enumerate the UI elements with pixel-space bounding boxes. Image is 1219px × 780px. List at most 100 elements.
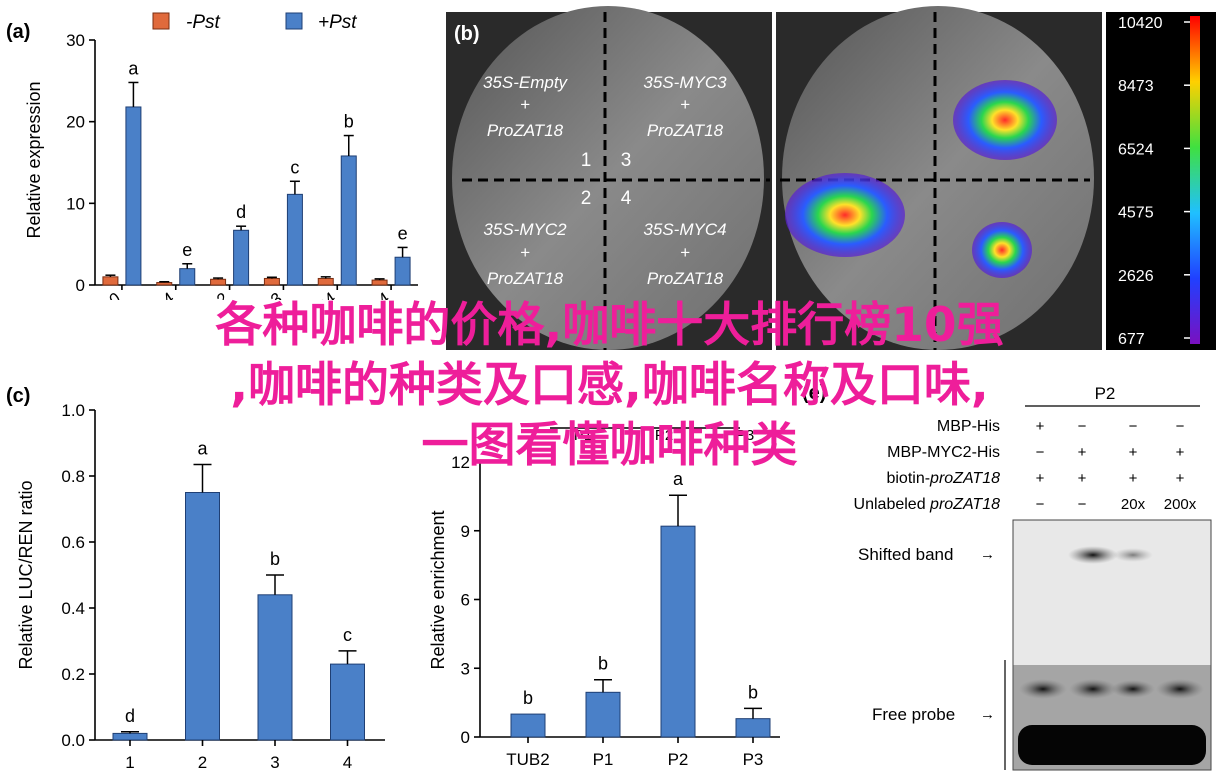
quadrant-2-line3: ProZAT18 [487,269,564,288]
promoter-label: P1 [574,427,592,444]
emsa-row-label: biotin-proZAT18 [886,470,1000,487]
x-tick-label: 3 [270,753,279,772]
significance-letter: c [290,157,299,177]
y-tick-label: 0.4 [61,599,85,618]
significance-letter: e [398,223,408,243]
shifted-band-arrow: → [980,546,995,563]
y-tick-label: 0.8 [61,467,85,486]
quadrant-1-line3: ProZAT18 [487,121,564,140]
color-scale-ticks: 10420 8473 6524 4575 2626 677 [1118,15,1190,348]
quadrant-number-3: 3 [621,150,632,171]
bar [735,718,771,738]
significance-letter: a [128,58,139,78]
color-scale-label: 6524 [1118,141,1154,158]
y-tick-label: 0.2 [61,665,85,684]
significance-letter: a [197,438,208,458]
quadrant-number-2: 2 [581,188,592,209]
emsa-row-label: MBP-MYC2-His [887,444,1000,461]
y-tick-label: 20 [66,113,85,132]
shifted-band-label: Shifted band [858,545,953,564]
legend-label-minus-pst: -Pst [186,12,221,33]
promoter-label: P2 [655,427,673,444]
emsa-cell: − [1036,496,1045,513]
bar [286,193,303,286]
legend: -Pst +Pst [152,12,357,33]
significance-letter: d [125,706,135,726]
free-probe-dark-band [1018,725,1206,765]
x-ticks: TUB2 P1 P2 P3 [506,737,763,769]
shifted-band-lane2 [1068,546,1118,564]
emsa-row-label-text: MBP-His [937,418,1000,435]
y-tick-label: 9 [461,522,470,541]
chart-d: Relative enrichment P1 P2 P3 0 3 6 9 12 b b a b T… [428,427,780,769]
emsa-cell: − [1129,418,1138,435]
bar [660,525,696,738]
bar [340,155,357,286]
free-probe-label: Free probe [872,705,955,724]
quadrant-1-line1: 35S-Empty [483,73,569,92]
x-tick-label: Col-0 [83,289,126,300]
significance-letter: e [182,240,192,260]
legend-label-plus-pst: +Pst [318,12,357,33]
luminescence-spot-4 [972,222,1032,278]
significance-letter: b [344,112,354,132]
axes: 0 10 20 30 [66,31,418,295]
x-ticks: 1 2 3 4 [125,740,352,772]
bars: d a b c [112,438,365,741]
emsa-cell: + [1036,418,1045,435]
significance-letter: a [673,469,684,489]
bar [185,492,220,741]
x-tick-label: myc3 [244,289,287,300]
promoter-label: P3 [736,427,754,444]
shifted-band-lane3 [1113,548,1153,562]
emsa-row-label: Unlabeled proZAT18 [854,496,1001,513]
y-tick-label: 3 [461,659,470,678]
legend-swatch-minus-pst [152,12,170,30]
emsa-panel: (e) P2 MBP-His + − − − MBP-MYC2-His − + + + biotin… [802,382,1212,771]
x-tick-label: 4 [343,753,352,772]
bar [102,276,119,286]
bar [585,691,621,738]
emsa-row-label-italic: proZAT18 [929,470,1000,487]
y-tick-label: 0 [76,276,85,295]
panel-e-label: (e) [802,382,826,404]
panel-b-label: (b) [454,23,480,45]
emsa-row-label-text: Unlabeled [854,496,931,513]
y-tick-label: 12 [451,453,470,472]
luminescence-spot-3 [953,80,1057,160]
panel-a-label: (a) [6,21,30,43]
emsa-cell: 20x [1121,496,1146,513]
color-scale-bar [1190,16,1200,344]
quadrant-3-line3: ProZAT18 [647,121,724,140]
bar [179,268,196,286]
significance-letter: b [598,654,608,674]
color-scale-label: 2626 [1118,268,1154,285]
emsa-row-label-italic: proZAT18 [929,496,1000,513]
emsa-row-label-text: biotin- [886,470,930,487]
bars: b b a b [510,469,771,738]
y-tick-label: 0.0 [61,731,85,750]
emsa-cell: − [1176,418,1185,435]
significance-letter: b [748,682,758,702]
quadrant-3-line1: 35S-MYC3 [643,73,727,92]
free-probe-lane4 [1156,679,1204,699]
emsa-row-label: MBP-His [937,418,1000,435]
panel-c-label: (c) [6,385,30,407]
x-tick-label: 2 [198,753,207,772]
leaf-shape-left [452,6,764,350]
emsa-cell: + [1129,444,1138,461]
emsa-cell: + [1176,470,1185,487]
x-ticks: Col-0myc4myc2myc3MYC4myc2myc4 [83,285,394,300]
quadrant-2-line1: 35S-MYC2 [483,220,567,239]
emsa-cell: + [1078,470,1087,487]
emsa-cell: − [1078,496,1087,513]
bar [112,732,148,741]
y-axis-label: Relative LUC/REN ratio [16,480,36,669]
emsa-cell: + [1036,470,1045,487]
color-scale-label: 4575 [1118,205,1154,222]
significance-letter: d [236,202,246,222]
bar [510,713,546,738]
y-tick-label: 10 [66,194,85,213]
x-tick-label: 1 [125,753,134,772]
free-probe-lane3 [1111,680,1155,698]
